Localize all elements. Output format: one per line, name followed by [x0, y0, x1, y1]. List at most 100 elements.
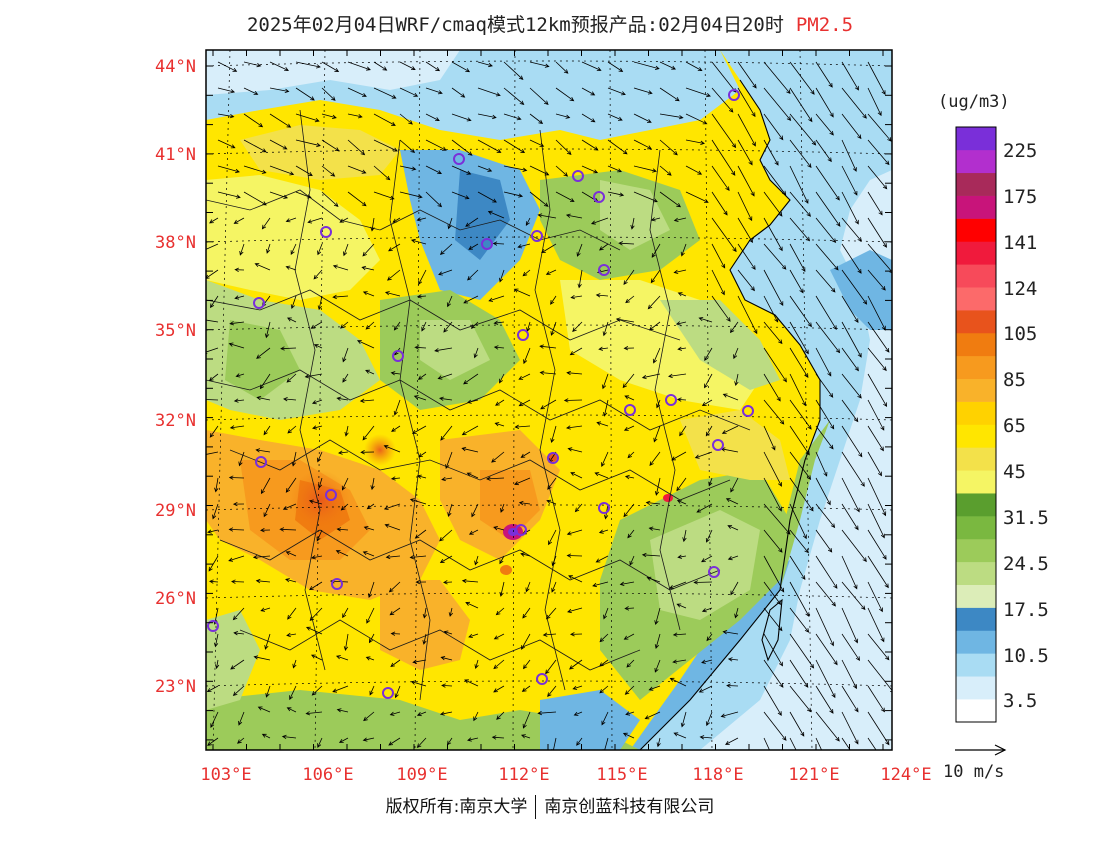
wind-arrow	[522, 711, 531, 729]
wind-arrow	[416, 474, 427, 479]
wind-arrow	[390, 631, 401, 636]
wind-arrow	[671, 451, 687, 461]
wind-arrow	[206, 347, 219, 354]
wind-arrow	[520, 552, 531, 557]
wind-arrow	[567, 447, 583, 453]
wind-arrow	[493, 633, 505, 640]
colorbar-swatch	[956, 241, 996, 265]
wind-arrow	[711, 243, 726, 269]
wind-arrow	[815, 477, 831, 506]
wind-arrow	[763, 711, 787, 741]
wind-arrow	[815, 243, 839, 271]
wind-arrow	[513, 288, 531, 297]
wind-arrow	[437, 373, 453, 380]
wind-arrow	[537, 710, 557, 716]
wind-arrow	[503, 139, 526, 154]
wind-arrow	[789, 425, 810, 456]
wind-arrow	[439, 396, 453, 401]
wind-arrow	[383, 503, 401, 510]
wind-arrow	[705, 529, 713, 543]
map-title: 2025年02月04日WRF/cmaq模式12km预报产品:02月04日20时 P…	[0, 10, 1100, 37]
wind-arrow	[310, 321, 323, 329]
colorbar-swatch	[956, 699, 996, 723]
wind-arrow	[867, 685, 885, 713]
wind-arrow	[763, 191, 783, 217]
vector-legend-arrow	[955, 744, 1007, 756]
wind-arrow	[815, 581, 836, 607]
wind-arrow	[619, 581, 635, 586]
wind-arrow	[763, 113, 784, 141]
wind-arrow	[537, 213, 557, 219]
wind-arrow	[521, 633, 531, 650]
wind-arrow	[439, 529, 453, 542]
wind-arrow	[711, 113, 737, 149]
wind-arrow	[569, 347, 583, 356]
wind-arrow	[815, 191, 841, 227]
copyright-text: 版权所有:南京大学	[385, 797, 528, 817]
wind-arrow	[370, 477, 375, 491]
wind-arrow	[623, 346, 635, 351]
wind-arrow	[539, 344, 557, 349]
wind-arrow	[659, 139, 678, 156]
wind-arrow	[867, 165, 888, 190]
wind-arrow	[566, 553, 583, 558]
wind-arrow	[228, 475, 245, 480]
colorbar-label-225: 225	[1003, 140, 1038, 162]
wind-arrow	[545, 659, 557, 675]
wind-arrow	[305, 626, 323, 635]
wind-arrow	[841, 737, 851, 750]
wind-arrow	[815, 711, 840, 742]
wind-arrow	[461, 446, 479, 453]
wind-arrow	[815, 61, 833, 88]
wind-arrow	[539, 370, 557, 375]
wind-arrow	[265, 685, 271, 698]
wind-arrow	[365, 656, 375, 661]
wind-arrow	[362, 425, 375, 441]
wind-arrow	[340, 321, 349, 329]
wind-arrow	[520, 451, 531, 458]
wind-arrow	[368, 581, 375, 599]
wind-arrow	[336, 527, 349, 532]
wind-arrow	[737, 165, 755, 197]
wind-arrow	[451, 61, 471, 73]
wind-arrow	[321, 87, 336, 101]
wind-arrow	[285, 578, 297, 583]
wind-arrow	[654, 607, 661, 626]
wind-arrow	[576, 243, 583, 257]
boundaries	[206, 109, 751, 701]
wind-arrow	[317, 243, 323, 256]
wind-arrow	[281, 734, 297, 740]
wind-arrow	[729, 321, 739, 334]
wind-arrow	[451, 139, 473, 156]
wind-arrow	[212, 503, 219, 520]
wind-arrow	[493, 659, 505, 670]
company-text: 南京创蓝科技有限公司	[544, 797, 715, 817]
wind-arrow	[463, 295, 479, 304]
wind-arrow	[425, 191, 443, 208]
wind-arrow	[668, 373, 687, 379]
wind-arrow	[366, 503, 375, 510]
wind-arrow	[425, 61, 441, 72]
wind-arrow	[321, 165, 336, 177]
wind-arrow	[648, 526, 661, 531]
colorbar-swatch	[956, 401, 996, 425]
lat-label-38: 38°N	[155, 233, 196, 253]
wind-arrow	[653, 425, 661, 443]
wind-arrow	[477, 139, 502, 153]
wind-arrow	[676, 477, 687, 492]
colorbar-swatch	[956, 607, 996, 631]
wind-arrow	[701, 607, 713, 613]
wind-arrow	[217, 191, 241, 199]
wind-arrow	[410, 238, 427, 245]
wind-arrow	[815, 113, 834, 136]
wind-arrow	[841, 451, 865, 487]
wind-arrow	[685, 61, 703, 72]
wind-arrow	[815, 347, 832, 377]
wind-arrow	[547, 685, 557, 697]
wind-arrow	[215, 659, 220, 670]
wind-arrow	[599, 685, 609, 694]
wind-arrow	[675, 321, 687, 326]
wind-arrow	[256, 347, 271, 359]
wind-arrow	[680, 243, 687, 257]
wind-arrow	[289, 685, 297, 701]
